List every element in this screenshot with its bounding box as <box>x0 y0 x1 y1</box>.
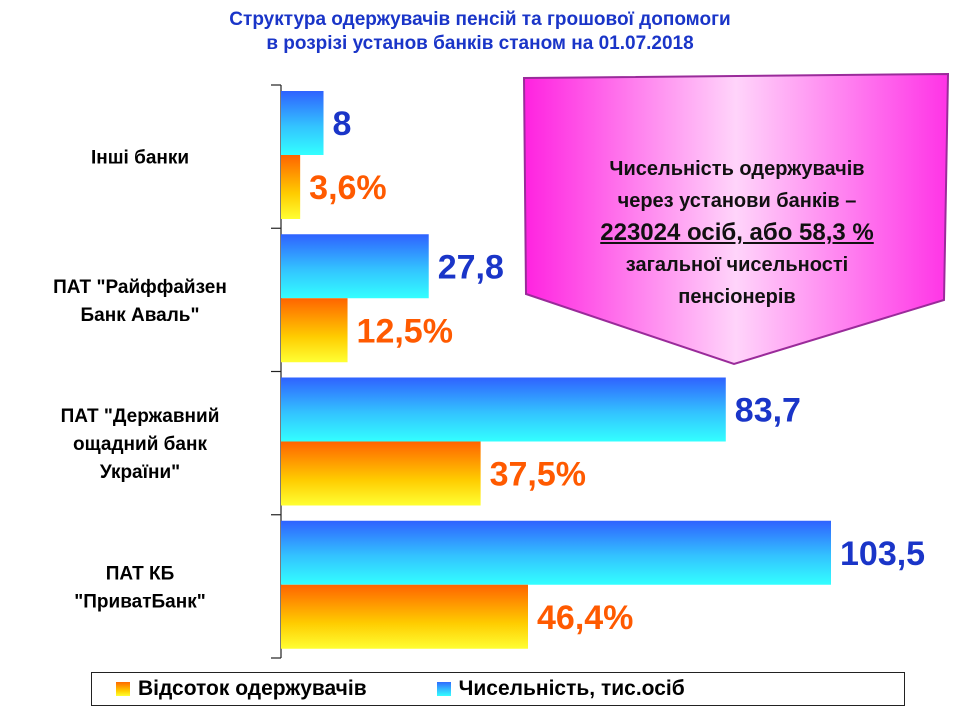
data-label-count: 27,8 <box>438 248 504 286</box>
category-label-line: ПАТ "Райффайзен <box>53 277 227 298</box>
legend-item-count: Чисельність, тис.осіб <box>436 677 685 701</box>
bar-percent <box>281 298 348 363</box>
category-label: ПАТ КБ "ПриватБанк" <box>74 563 205 612</box>
data-label-percent: 37,5% <box>490 456 586 494</box>
category-label-line: України" <box>100 462 180 483</box>
bar-percent <box>281 584 528 649</box>
category-label-line: ПАТ "Державний <box>61 406 220 427</box>
chart-legend: Відсоток одержувачів Чисельність, тис.ос… <box>91 672 905 706</box>
bar-count <box>281 234 429 299</box>
category-label-line: ПАТ КБ <box>106 563 175 584</box>
category-label: ПАТ "Державний ощадний банк України" <box>61 406 220 483</box>
callout-line-2: через установи банків – <box>617 190 857 212</box>
bar-count <box>281 91 324 155</box>
chart-title: Структура одержувачів пенсій та грошової… <box>0 8 960 56</box>
legend-label-count: Чисельність, тис.осіб <box>458 677 685 700</box>
legend-label-percent: Відсоток одержувачів <box>138 677 367 700</box>
callout-line-4: загальної чисельності <box>625 254 849 276</box>
title-line-2: в розрізі установ банків станом на 01.07… <box>266 33 694 54</box>
legend-swatch-percent <box>116 682 130 696</box>
category-label-line: ощадний банк <box>73 434 207 455</box>
callout-line-3: 223024 осіб, або 58,3 % <box>600 219 874 246</box>
data-label-percent: 12,5% <box>357 312 453 350</box>
bar-percent <box>281 155 301 219</box>
callout-shape <box>522 72 950 366</box>
data-label-count: 83,7 <box>735 392 801 430</box>
category-label-line: Інші банки <box>91 148 189 169</box>
callout-arrow-box: Чисельність одержувачів через установи б… <box>522 72 950 366</box>
category-label: ПАТ "Райффайзен Банк Аваль" <box>53 277 227 326</box>
callout-line-5: пенсіонерів <box>678 286 796 308</box>
bar-count <box>281 520 831 585</box>
callout-line-1: Чисельність одержувачів <box>609 158 865 180</box>
bar-count <box>281 377 726 442</box>
data-label-percent: 46,4% <box>537 599 633 637</box>
legend-item-percent: Відсоток одержувачів <box>116 677 367 701</box>
callout-text: Чисельність одержувачів через установи б… <box>542 153 932 313</box>
data-label-count: 103,5 <box>840 535 925 573</box>
bar-percent <box>281 441 481 506</box>
legend-swatch-count <box>436 682 451 696</box>
category-label-line: "ПриватБанк" <box>74 591 205 612</box>
title-line-1: Структура одержувачів пенсій та грошової… <box>229 9 731 30</box>
data-label-percent: 3,6% <box>309 169 387 207</box>
data-label-count: 8 <box>333 105 352 143</box>
category-label-line: Банк Аваль" <box>81 305 200 326</box>
category-label: Інші банки <box>91 148 189 169</box>
